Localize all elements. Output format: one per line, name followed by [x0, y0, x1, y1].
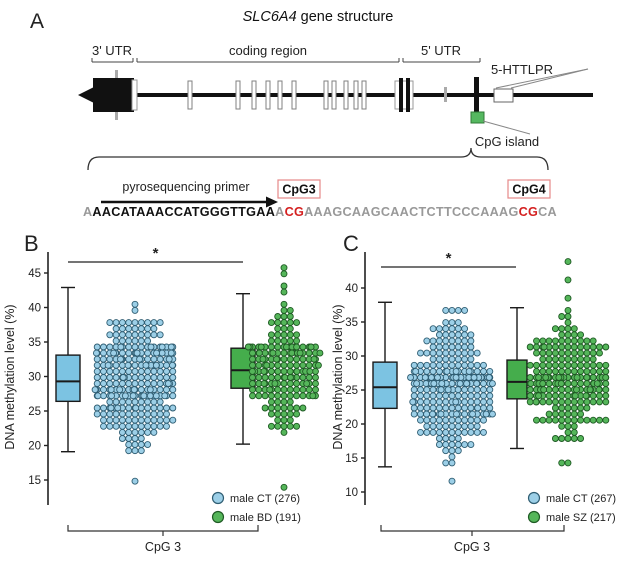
panel-a-label: A [30, 10, 44, 33]
httlpr-callout-line-2 [510, 68, 589, 89]
y-tick-label: 15 [28, 475, 41, 487]
sequence-segment-dim: A [83, 204, 93, 219]
exon-tick [343, 80, 349, 110]
y-tick-label: 25 [28, 406, 41, 418]
cpg-island-marker [470, 111, 485, 124]
legend-marker [211, 510, 225, 524]
sequence-segment-dark: AACATAAACCATGGGTTGAA [92, 204, 275, 219]
sequence-segment-dim: A [275, 204, 285, 219]
box-plot [55, 286, 81, 453]
cpg-island-label: CpG island [475, 134, 539, 149]
y-tick-label: 25 [345, 385, 358, 397]
exon-tick [291, 80, 297, 110]
sequence-segment-red: CG [285, 204, 305, 219]
beeswarm [526, 258, 610, 467]
exon-tick [187, 80, 193, 110]
cpg4-tag-box [507, 179, 551, 199]
httlpr-callout-line-1 [495, 68, 589, 89]
panel-label: C [343, 231, 359, 256]
exon-dark-1 [399, 78, 403, 112]
sequence-segment-dim: AAAGCAAGCAACTCTTCCCAAAG [304, 204, 518, 219]
figure-title: SLC6A4 gene structure [243, 9, 394, 25]
x-category-bracket [67, 525, 259, 536]
exon-tick [265, 80, 271, 110]
cpg3-tag-box [277, 179, 321, 199]
box-plot [506, 307, 528, 450]
panel-c-chart: C 40 35 30 25 20 15 10 DNA methylation level (%)… [331, 231, 616, 554]
coding-region-label: coding region [229, 43, 307, 58]
legend-marker [211, 491, 225, 505]
y-tick-label: 15 [345, 453, 358, 465]
x-category-bracket [380, 525, 565, 536]
y-axis-title: DNA methylation level (%) [331, 304, 345, 449]
beeswarm [91, 300, 177, 485]
utr3-label: 3' UTR [92, 43, 132, 58]
utr3-tick-bottom [115, 111, 118, 120]
significance-star: * [153, 245, 159, 262]
beeswarm [407, 306, 496, 485]
legend-label: male CT (267) [546, 493, 616, 505]
legend-marker [527, 491, 541, 505]
y-tick-label: 30 [345, 351, 358, 363]
exon-tick [331, 80, 337, 110]
exon-tick [353, 80, 359, 110]
cpg-island-callout-line [482, 120, 531, 135]
y-tick-label: 40 [345, 283, 358, 295]
legend-label: male BD (191) [230, 512, 301, 524]
exon-tick [251, 80, 257, 110]
y-tick-label: 10 [345, 487, 358, 499]
sequence-segment-red: CG [519, 204, 539, 219]
x-category-label: CpG 3 [454, 540, 490, 554]
exon-tick [361, 80, 367, 110]
panel-b-chart: B 45 40 35 30 25 20 15 DNA methylation level (%)… [3, 231, 324, 554]
exon-dark-2 [406, 78, 410, 112]
utr5-extent-line [402, 58, 481, 63]
y-tick-label: 35 [345, 317, 358, 329]
legend-marker [527, 510, 541, 524]
cpg4-tag-label: CpG4 [512, 183, 545, 197]
exon-tick [323, 80, 329, 110]
legend: male CT (276) male BD (191) [211, 491, 301, 524]
box-plot [372, 301, 398, 468]
exon-tick [235, 80, 241, 110]
y-tick-label: 40 [28, 303, 41, 315]
coding-region-extent-line [136, 58, 400, 63]
significance-star: * [446, 250, 452, 267]
legend-label: male CT (276) [230, 493, 300, 505]
panel-label: B [24, 231, 39, 256]
y-tick-label: 45 [28, 268, 41, 280]
figure-title-rest: gene structure [297, 9, 394, 25]
utr3-extent-line [91, 58, 134, 63]
httlpr-label: 5-HTTLPR [491, 62, 553, 77]
primer-arrow-head [266, 196, 278, 208]
x-category-label: CpG 3 [145, 540, 181, 554]
transcription-direction-arrow [78, 87, 94, 103]
first-exon-bar [474, 77, 479, 113]
sequence-segment-dim: CA [538, 204, 557, 219]
legend: male CT (267) male SZ (217) [527, 491, 616, 524]
legend-label: male SZ (217) [546, 512, 616, 524]
y-tick-label: 20 [345, 419, 358, 431]
exon-ticks [187, 80, 367, 110]
utr3-boundary-exon [131, 79, 138, 111]
sequence-region-brace [87, 147, 549, 171]
exon-pair-outline [394, 80, 414, 110]
y-tick-label: 35 [28, 337, 41, 349]
exon-tick [277, 80, 283, 110]
y-axis-title: DNA methylation level (%) [3, 304, 17, 449]
panel-a-gene-structure: A SLC6A4 gene structure 3' UTR coding re… [30, 9, 593, 219]
beeswarm [244, 264, 324, 491]
y-tick-label: 20 [28, 441, 41, 453]
cpg3-tag-label: CpG3 [282, 183, 315, 197]
utr5-label: 5' UTR [421, 43, 461, 58]
intron-tick [444, 87, 447, 102]
utr3-exon-block [93, 78, 134, 112]
utr3-tick-top [115, 70, 118, 79]
pyrosequencing-primer-label: pyrosequencing primer [122, 180, 249, 194]
y-tick-label: 30 [28, 372, 41, 384]
httlpr-box [493, 88, 514, 103]
gene-name: SLC6A4 [243, 9, 297, 25]
sequence-line: AAACATAAACCATGGGTTGAAACGAAAGCAAGCAACTCTT… [83, 204, 557, 219]
